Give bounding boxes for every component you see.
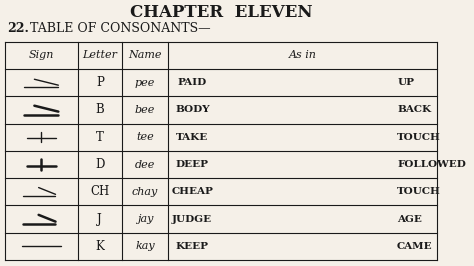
Text: CH: CH — [90, 185, 109, 198]
Text: B: B — [95, 103, 104, 117]
Text: dee: dee — [135, 160, 155, 169]
Text: bee: bee — [135, 105, 155, 115]
Text: BACK: BACK — [397, 105, 431, 114]
Text: FOLLOWED: FOLLOWED — [397, 160, 466, 169]
Text: T: T — [96, 131, 104, 144]
Text: DEEP: DEEP — [176, 160, 209, 169]
Text: PAID: PAID — [178, 78, 207, 87]
Text: D: D — [95, 158, 104, 171]
Text: CHAPTER  ELEVEN: CHAPTER ELEVEN — [130, 4, 312, 21]
Text: jay: jay — [137, 214, 153, 224]
Text: Sign: Sign — [29, 50, 54, 60]
Text: pee: pee — [135, 78, 155, 88]
Text: CAME: CAME — [397, 242, 433, 251]
Text: chay: chay — [132, 187, 158, 197]
Text: P: P — [96, 76, 104, 89]
Text: TOUCH: TOUCH — [397, 133, 441, 142]
Text: KEEP: KEEP — [176, 242, 209, 251]
Text: BODY: BODY — [175, 105, 210, 114]
Text: J: J — [98, 213, 102, 226]
Text: UP: UP — [397, 78, 414, 87]
Text: kay: kay — [135, 241, 155, 251]
Text: TABLE OF CONSONANTS—: TABLE OF CONSONANTS— — [26, 22, 211, 35]
Text: Letter: Letter — [82, 50, 117, 60]
Text: TOUCH: TOUCH — [397, 187, 441, 196]
Text: tee: tee — [136, 132, 154, 142]
Text: TAKE: TAKE — [176, 133, 209, 142]
Text: Name: Name — [128, 50, 162, 60]
Text: JUDGE: JUDGE — [172, 215, 212, 224]
Text: 22.: 22. — [7, 22, 29, 35]
Text: AGE: AGE — [397, 215, 422, 224]
Text: CHEAP: CHEAP — [172, 187, 213, 196]
Text: As in: As in — [289, 50, 316, 60]
Text: K: K — [95, 240, 104, 253]
